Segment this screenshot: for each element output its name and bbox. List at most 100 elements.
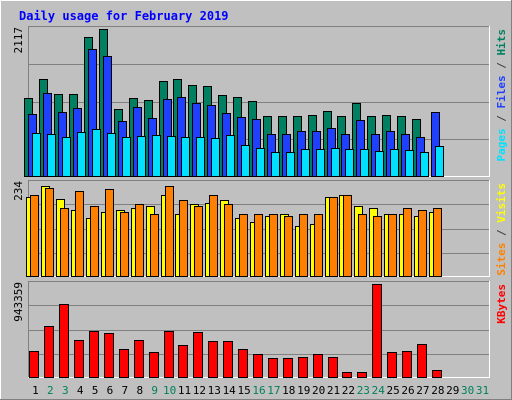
bar-sites-day-26	[403, 208, 412, 277]
panel-bot-max-label: 943359	[12, 282, 25, 322]
bar-kbytes-day-11	[178, 345, 188, 378]
x-tick-label-day-2: 2	[47, 384, 54, 397]
x-tick-label-day-31: 31	[476, 384, 489, 397]
x-tick-label-day-29: 29	[446, 384, 459, 397]
legend-entry: Sites	[495, 243, 508, 276]
bar-pages-day-18	[286, 152, 295, 177]
bar-sites-day-8	[135, 204, 144, 277]
bar-sites-day-13	[209, 195, 218, 277]
x-tick-label-day-23: 23	[357, 384, 370, 397]
bar-pages-day-16	[256, 148, 265, 177]
bar-sites-day-20	[314, 214, 323, 277]
bar-pages-day-21	[331, 148, 340, 177]
bar-pages-day-6	[107, 133, 116, 177]
x-tick-label-day-10: 10	[163, 384, 176, 397]
bar-pages-day-28	[435, 146, 444, 177]
bar-pages-day-26	[405, 150, 414, 177]
bar-pages-day-7	[122, 137, 131, 177]
bar-sites-day-21	[329, 197, 338, 277]
bar-kbytes-day-4	[74, 340, 84, 378]
panel-top: 2117 Pages / Files / Hits	[12, 26, 508, 177]
bar-sites-day-14	[224, 204, 233, 277]
bar-sites-day-22	[343, 195, 352, 277]
bar-kbytes-day-6	[104, 333, 114, 378]
bar-pages-day-25	[390, 149, 399, 177]
bar-kbytes-day-28	[432, 370, 442, 378]
bar-sites-day-12	[194, 206, 203, 277]
bar-sites-day-18	[284, 216, 293, 277]
x-tick-label-day-8: 8	[136, 384, 143, 397]
bar-kbytes-day-18	[283, 358, 293, 378]
panel-bot-legend: KBytes	[495, 284, 508, 324]
bar-kbytes-day-3	[59, 304, 69, 378]
x-tick-label-day-1: 1	[32, 384, 39, 397]
bar-pages-day-19	[301, 149, 310, 177]
bar-kbytes-day-13	[208, 341, 218, 378]
x-tick-label-day-5: 5	[92, 384, 99, 397]
panel-top-max-label: 2117	[12, 27, 25, 54]
bar-sites-day-7	[120, 212, 129, 277]
bar-sites-day-4	[75, 191, 84, 277]
bar-sites-day-9	[150, 214, 159, 277]
x-tick-label-day-26: 26	[401, 384, 414, 397]
x-tick-label-day-14: 14	[223, 384, 237, 397]
bar-pages-day-3	[62, 137, 71, 177]
bar-pages-day-1	[32, 133, 41, 177]
bar-sites-day-17	[269, 214, 278, 277]
bar-kbytes-day-7	[119, 349, 129, 378]
bar-kbytes-day-16	[253, 354, 263, 378]
bar-kbytes-day-9	[149, 352, 159, 378]
bar-sites-day-24	[373, 216, 382, 277]
x-tick-label-day-6: 6	[107, 384, 114, 397]
bar-pages-day-22	[345, 149, 354, 177]
bar-kbytes-day-25	[387, 352, 397, 378]
bar-pages-day-9	[152, 135, 161, 177]
bar-pages-day-23	[360, 149, 369, 177]
legend-entry: /	[495, 56, 508, 76]
bar-kbytes-day-22	[342, 372, 352, 378]
legend-entry: KBytes	[495, 284, 508, 324]
bar-kbytes-day-2	[44, 326, 54, 378]
bar-pages-day-4	[77, 132, 86, 177]
bar-pages-day-11	[181, 137, 190, 177]
bar-sites-day-5	[90, 206, 99, 277]
bar-kbytes-day-21	[328, 357, 338, 378]
x-tick-label-day-17: 17	[267, 384, 280, 397]
bar-sites-day-2	[45, 188, 54, 277]
x-tick-label-day-27: 27	[416, 384, 429, 397]
bar-kbytes-day-27	[417, 344, 427, 378]
bar-sites-day-27	[418, 210, 427, 277]
bar-sites-day-6	[105, 189, 114, 277]
legend-entry: /	[495, 223, 508, 243]
bar-kbytes-day-15	[238, 349, 248, 378]
bar-kbytes-day-26	[402, 351, 412, 378]
bar-kbytes-day-19	[298, 357, 308, 378]
bar-kbytes-day-24	[372, 284, 382, 378]
bar-pages-day-12	[196, 137, 205, 177]
x-tick-label-day-22: 22	[342, 384, 355, 397]
bar-kbytes-day-14	[223, 341, 233, 378]
panel-top-legend: Pages / Files / Hits	[495, 29, 508, 162]
x-tick-label-day-30: 30	[461, 384, 474, 397]
x-tick-label-day-15: 15	[237, 384, 250, 397]
x-tick-label-day-16: 16	[252, 384, 265, 397]
x-tick-label-day-28: 28	[431, 384, 444, 397]
bar-sites-day-3	[60, 208, 69, 277]
x-tick-label-day-24: 24	[372, 384, 386, 397]
bar-kbytes-day-1	[29, 351, 39, 378]
panel-mid-max-label: 234	[12, 181, 25, 201]
bar-kbytes-day-5	[89, 331, 99, 378]
x-tick-label-day-20: 20	[312, 384, 325, 397]
bar-pages-day-14	[226, 135, 235, 177]
x-tick-label-day-3: 3	[62, 384, 69, 397]
x-tick-label-day-13: 13	[208, 384, 221, 397]
bar-pages-day-10	[167, 136, 176, 177]
chart-title: Daily usage for February 2019	[19, 9, 229, 23]
bar-sites-day-28	[433, 208, 442, 277]
x-tick-label-day-25: 25	[387, 384, 400, 397]
x-tick-label-day-9: 9	[151, 384, 158, 397]
bar-kbytes-day-20	[313, 354, 323, 378]
bar-sites-day-25	[388, 214, 397, 277]
x-tick-label-day-18: 18	[282, 384, 295, 397]
